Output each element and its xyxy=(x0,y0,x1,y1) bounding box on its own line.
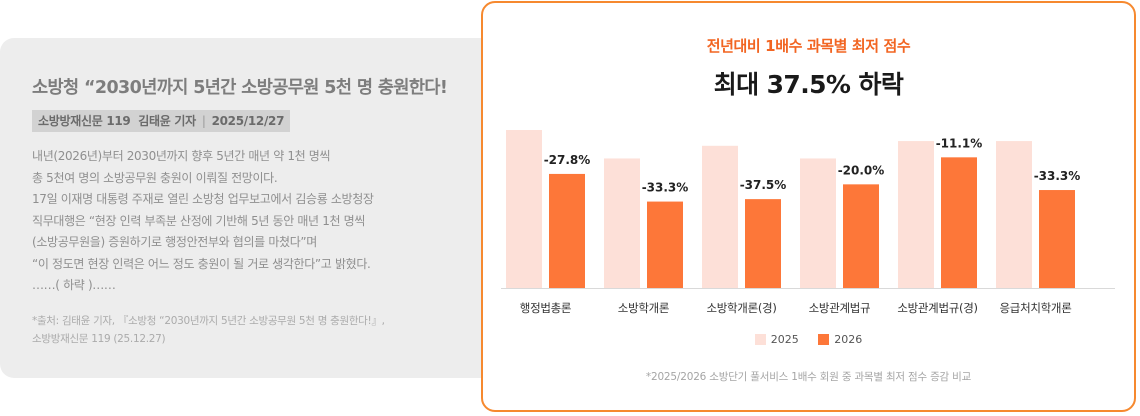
news-card: 소방청 “2030년까지 5년간 소방공무원 5천 명 충원한다! 소방방재신문… xyxy=(0,38,520,378)
news-body-line: 17일 이재명 대통령 주재로 열린 소방청 업무보고에서 김승룡 소방청장 xyxy=(32,192,374,206)
bar-2026-5 xyxy=(1039,190,1075,288)
bar-2026-3 xyxy=(843,184,879,288)
news-title: 소방청 “2030년까지 5년간 소방공무원 5천 명 충원한다! xyxy=(32,78,448,98)
news-body-line: 내년(2026년)부터 2030년까지 향후 5년간 매년 약 1천 명씩 xyxy=(32,149,331,163)
data-label-1: -33.3% xyxy=(642,181,689,195)
data-label-0: -27.8% xyxy=(544,153,591,167)
news-body-line: ……( 하략 )…… xyxy=(32,278,116,292)
bar-2026-1 xyxy=(647,201,683,288)
chart-subtitle: 전년대비 1배수 과목별 최저 점수 xyxy=(706,37,911,55)
news-reporter: 김태윤 기자 xyxy=(138,114,196,128)
legend-item-2025: 2025 xyxy=(754,333,799,346)
news-outlet: 소방방재신문 119 xyxy=(38,114,131,128)
x-tick-label-0: 행정법총론 xyxy=(520,301,571,315)
chart-card: 전년대비 1배수 과목별 최저 점수 최대 37.5% 하락 -27.8% 행정법… xyxy=(481,1,1136,412)
x-tick-label-5: 응급처치학개론 xyxy=(1000,301,1072,315)
legend-item-2026: 2026 xyxy=(818,333,862,346)
news-body-line: “이 정도면 현장 인력은 어느 정도 충원이 될 거로 생각한다”고 밝혔다. xyxy=(32,256,371,271)
news-date: 2025/12/27 xyxy=(211,114,285,128)
legend-label-2025: 2025 xyxy=(770,333,799,346)
bar-2025-5 xyxy=(996,141,1032,288)
data-label-3: -20.0% xyxy=(838,163,885,177)
legend-swatch-2025 xyxy=(754,334,766,345)
legend-swatch-2026 xyxy=(818,334,830,345)
bar-2026-4 xyxy=(941,157,977,288)
bar-2026-0 xyxy=(549,173,585,288)
bar-2025-0 xyxy=(506,130,542,288)
chart-footnote: *2025/2026 소방단기 풀서비스 1배수 회원 중 과목별 최저 점수 … xyxy=(645,371,972,383)
news-body-line: (소방공무원을) 증원하기로 행정안전부와 협의를 마쳤다”며 xyxy=(32,235,317,249)
bar-2025-1 xyxy=(604,158,640,288)
x-tick-label-1: 소방학개론 xyxy=(618,301,669,315)
meta-separator: | xyxy=(201,114,206,128)
data-label-2: -37.5% xyxy=(740,178,787,192)
x-tick-label-4: 소방관계법규(경) xyxy=(897,301,977,315)
bar-2025-3 xyxy=(800,158,836,288)
legend-label-2026: 2026 xyxy=(834,333,863,346)
news-body: 내년(2026년)부터 2030년까지 향후 5년간 매년 약 1천 명씩 총 … xyxy=(32,146,492,297)
news-source-line: *출처: 김태윤 기자, 『소방청 “2030년까지 5년간 소방공무원 5천 … xyxy=(32,315,385,327)
data-label-5: -33.3% xyxy=(1034,169,1081,183)
chart-legend: 2025 2026 xyxy=(483,333,1134,348)
x-tick-label-2: 소방학개론(경) xyxy=(706,301,776,315)
bar-2025-4 xyxy=(898,141,934,288)
data-label-4: -11.1% xyxy=(936,136,983,150)
chart-title: 최대 37.5% 하락 xyxy=(713,70,904,99)
x-tick-label-3: 소방관계법규 xyxy=(809,301,871,315)
bar-2026-2 xyxy=(745,199,781,288)
bar-chart: -27.8% 행정법총론 -33.3% 소방학개론 -37.5% 소방학개론(경) -20.… xyxy=(501,130,1115,315)
news-meta: 소방방재신문 119 김태윤 기자 | 2025/12/27 xyxy=(32,110,291,132)
bar-2025-2 xyxy=(702,145,738,288)
news-source: *출처: 김태윤 기자, 『소방청 “2030년까지 5년간 소방공무원 5천 … xyxy=(32,312,492,348)
news-body-line: 총 5천여 명의 소방공무원 충원이 이뤄질 전망이다. xyxy=(32,170,278,185)
news-body-line: 직무대행은 “현장 인력 부족분 산정에 기반해 5년 동안 매년 1천 명씩 xyxy=(32,213,366,228)
news-source-line: 소방방재신문 119 (25.12.27) xyxy=(32,333,166,345)
